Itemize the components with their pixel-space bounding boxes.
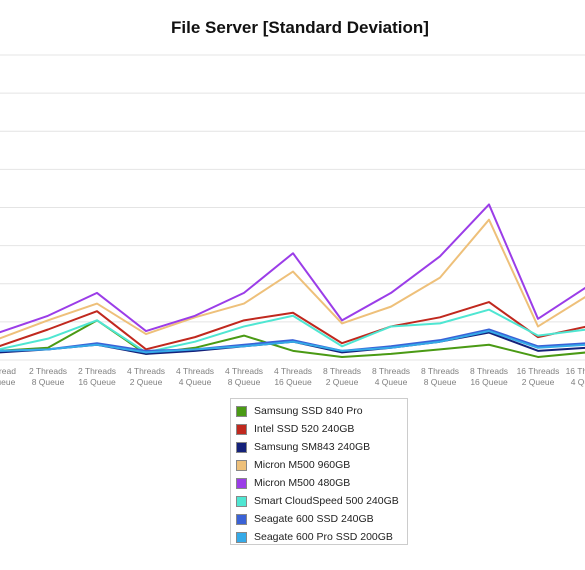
legend-label: Samsung SM843 240GB bbox=[254, 441, 371, 453]
legend-label: Seagate 600 Pro SSD 200GB bbox=[254, 531, 393, 543]
legend-swatch bbox=[236, 531, 247, 543]
series-line-5 bbox=[0, 308, 585, 354]
chart-title: File Server [Standard Deviation] bbox=[171, 18, 429, 37]
grid-lines bbox=[0, 54, 585, 361]
legend-swatch bbox=[236, 495, 247, 507]
chart-legend: Samsung SSD 840 Pro Intel SSD 520 240GB Sa… bbox=[230, 398, 408, 545]
x-tick-label: 2 Queue bbox=[326, 377, 359, 387]
x-tick-label: 16 Queue bbox=[274, 377, 312, 387]
legend-label: Seagate 600 SSD 240GB bbox=[254, 513, 374, 525]
x-tick-label: 4 Threads bbox=[127, 366, 165, 376]
series-line-4 bbox=[0, 203, 585, 334]
x-tick-label: 4 Threads bbox=[176, 366, 214, 376]
x-tick-label: 8 Queue bbox=[32, 377, 65, 387]
legend-item[interactable]: Intel SSD 520 240GB bbox=[236, 420, 407, 438]
x-tick-label: 4 Threads bbox=[225, 366, 263, 376]
legend-item[interactable]: Seagate 600 SSD 240GB bbox=[236, 510, 407, 528]
legend-swatch bbox=[236, 441, 247, 453]
x-tick-label: 8 Threads bbox=[372, 366, 410, 376]
x-tick-label: 8 Threads bbox=[421, 366, 459, 376]
x-tick-label: 4 Queue bbox=[571, 377, 585, 387]
x-tick-label: 4 Queue bbox=[179, 377, 212, 387]
series-line-3 bbox=[0, 218, 585, 340]
x-tick-label: 4 Threads bbox=[274, 366, 312, 376]
series-line-1 bbox=[0, 301, 585, 351]
x-tick-label: 2 Threads bbox=[29, 366, 67, 376]
x-tick-label: 1 Thread bbox=[0, 366, 16, 376]
x-tick-label: 2 Queue bbox=[522, 377, 555, 387]
x-tick-label: 16 Queue bbox=[78, 377, 116, 387]
legend-item[interactable]: Smart CloudSpeed 500 240GB bbox=[236, 492, 407, 510]
legend-label: Intel SSD 520 240GB bbox=[254, 423, 355, 435]
legend-label: Smart CloudSpeed 500 240GB bbox=[254, 495, 399, 507]
legend-item[interactable]: Samsung SSD 840 Pro bbox=[236, 402, 407, 420]
legend-item[interactable]: Micron M500 960GB bbox=[236, 456, 407, 474]
x-tick-label: 8 Threads bbox=[323, 366, 361, 376]
x-tick-label: 2 Queue bbox=[0, 377, 16, 387]
legend-label: Micron M500 480GB bbox=[254, 477, 351, 489]
x-tick-label: 8 Threads bbox=[470, 366, 508, 376]
x-tick-label: 8 Queue bbox=[228, 377, 261, 387]
legend-swatch bbox=[236, 513, 247, 525]
x-tick-label: 8 Queue bbox=[424, 377, 457, 387]
x-tick-label: 2 Threads bbox=[78, 366, 116, 376]
x-tick-label: 16 Threads bbox=[566, 366, 585, 376]
x-tick-label: 16 Threads bbox=[517, 366, 560, 376]
legend-label: Micron M500 960GB bbox=[254, 459, 351, 471]
x-tick-label: 2 Queue bbox=[130, 377, 163, 387]
legend-item[interactable]: Samsung SM843 240GB bbox=[236, 438, 407, 456]
legend-swatch bbox=[236, 459, 247, 471]
series-line-7 bbox=[0, 330, 585, 354]
legend-swatch bbox=[236, 423, 247, 435]
series-line-6 bbox=[0, 328, 585, 352]
legend-label: Samsung SSD 840 Pro bbox=[254, 405, 363, 417]
series-lines bbox=[0, 203, 585, 358]
legend-swatch bbox=[236, 477, 247, 489]
legend-item[interactable]: Micron M500 480GB bbox=[236, 474, 407, 492]
x-tick-label: 16 Queue bbox=[470, 377, 508, 387]
legend-item[interactable]: Seagate 600 Pro SSD 200GB bbox=[236, 528, 407, 546]
legend-swatch bbox=[236, 405, 247, 417]
x-tick-label: 4 Queue bbox=[375, 377, 408, 387]
series-line-0 bbox=[0, 319, 585, 358]
